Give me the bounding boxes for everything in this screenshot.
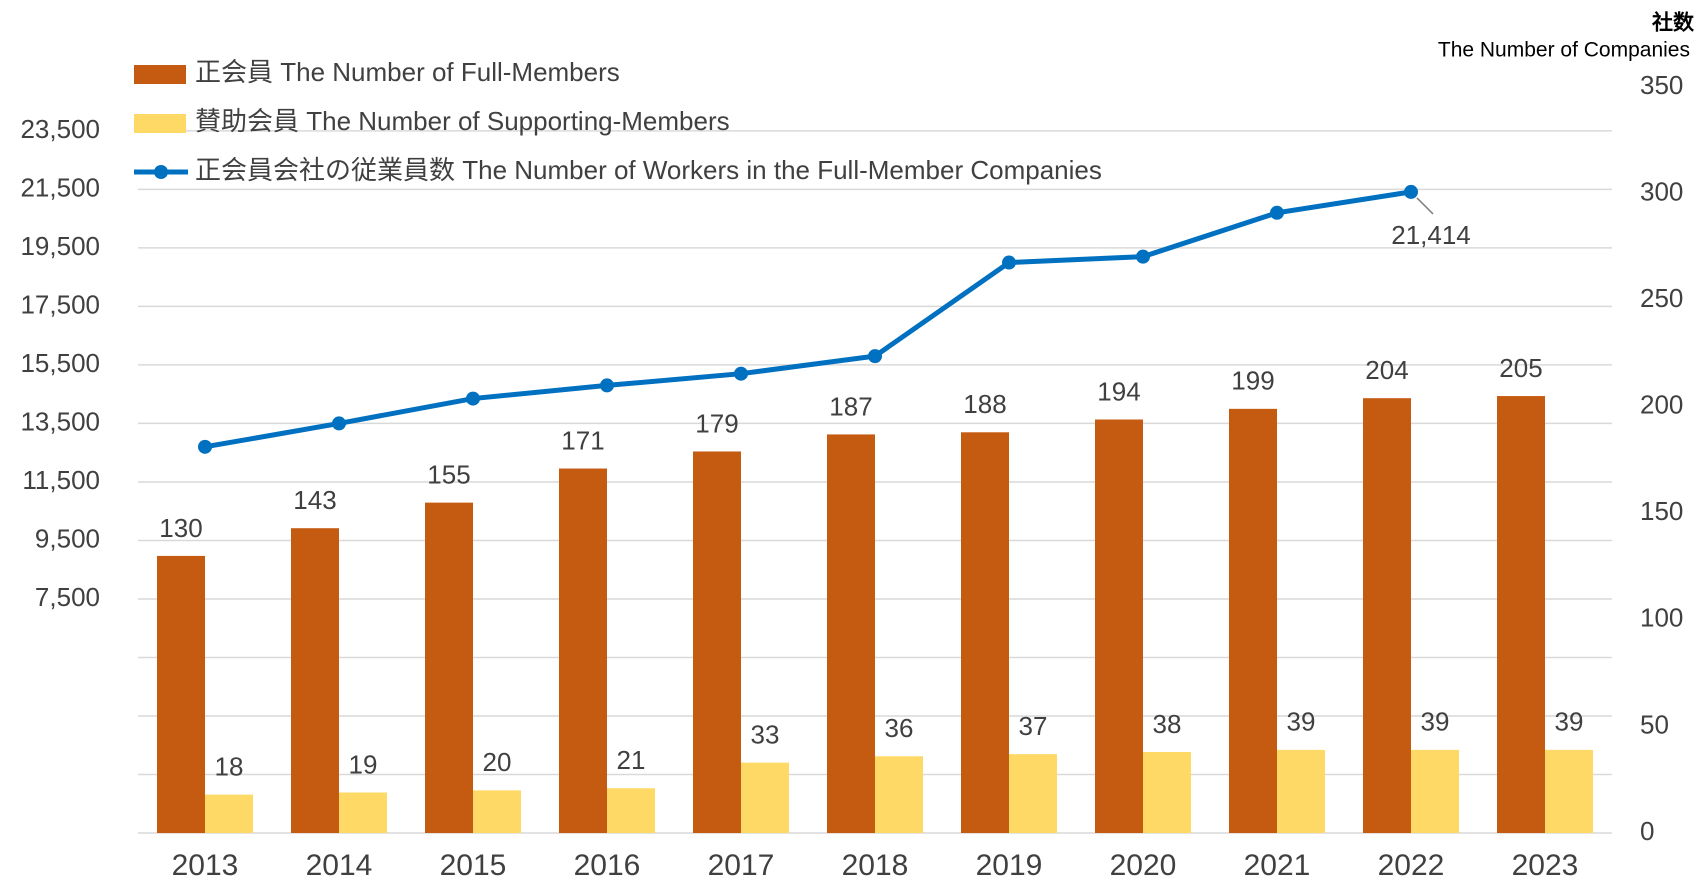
y2-tick-label: 250 (1640, 283, 1683, 313)
data-label: 36 (885, 713, 914, 743)
data-label: 20 (483, 747, 512, 777)
line-point (198, 439, 212, 454)
legend-label: 賛助会員 The Number of Supporting-Members (195, 106, 730, 136)
y2-tick-label: 0 (1640, 816, 1654, 846)
bar (1411, 749, 1459, 833)
data-label: 38 (1153, 709, 1182, 739)
data-label: 194 (1097, 376, 1140, 406)
y2-tick-label: 200 (1640, 390, 1683, 420)
y2-axis-subtitle: The Number of Companies (1438, 39, 1690, 62)
data-label: 199 (1231, 366, 1274, 396)
data-label: 21 (617, 745, 646, 775)
bar (291, 528, 339, 833)
data-label: 39 (1421, 707, 1450, 737)
line (204, 189, 1412, 450)
bar (693, 451, 741, 833)
data-label: 187 (829, 391, 872, 421)
bar (1363, 398, 1411, 833)
data-label: 37 (1019, 711, 1048, 741)
line-point (1002, 255, 1016, 270)
line-point (734, 366, 748, 381)
line-point (868, 349, 882, 364)
line-point (1136, 249, 1150, 264)
bar (741, 762, 789, 833)
data-label: 39 (1555, 707, 1584, 737)
bar (157, 555, 205, 833)
y2-axis-title: 社数 (1651, 11, 1695, 35)
bar (607, 788, 655, 833)
bar (1277, 749, 1325, 833)
line-point (600, 378, 614, 393)
bar (1143, 752, 1191, 833)
data-label: 205 (1499, 353, 1542, 383)
bar (473, 790, 521, 833)
y2-tick-label: 100 (1640, 603, 1683, 633)
data-label: 130 (159, 513, 202, 543)
y-tick-label: 17,500 (20, 289, 100, 319)
legend-marker (154, 165, 168, 179)
data-label: 188 (963, 389, 1006, 419)
x-tick-label: 2018 (842, 849, 909, 882)
bar (339, 792, 387, 833)
bar (559, 468, 607, 833)
y2-tick-label: 150 (1640, 496, 1683, 526)
data-label: 33 (751, 720, 780, 750)
bar (205, 794, 253, 833)
bar (1009, 754, 1057, 833)
data-label: 155 (427, 460, 470, 490)
y-tick-label: 15,500 (20, 348, 100, 378)
x-tick-label: 2014 (306, 849, 373, 882)
y2-tick-label: 350 (1640, 70, 1683, 100)
y-tick-label: 11,500 (22, 465, 100, 495)
data-label: 18 (215, 752, 244, 782)
bar (827, 434, 875, 833)
bar (1095, 419, 1143, 833)
y-tick-label: 13,500 (20, 406, 100, 436)
data-label: 19 (349, 749, 378, 779)
legend-label: 正会員会社の従業員数 The Number of Workers in the … (195, 155, 1102, 185)
x-tick-label: 2019 (976, 849, 1043, 882)
x-tick-label: 2020 (1110, 849, 1177, 882)
y-tick-label: 9,500 (35, 523, 100, 553)
y2-tick-label: 50 (1640, 709, 1669, 739)
y-tick-label: 7,500 (35, 582, 100, 612)
bar (425, 502, 473, 833)
bar (961, 432, 1009, 833)
data-label: 204 (1365, 355, 1408, 385)
data-label: 21,414 (1391, 220, 1471, 250)
data-label: 143 (293, 485, 336, 515)
leader-line (1416, 197, 1434, 215)
line-point (1404, 184, 1418, 199)
y-tick-label: 19,500 (20, 231, 100, 261)
x-tick-label: 2015 (440, 849, 507, 882)
legend-swatch (134, 65, 186, 84)
data-label: 171 (561, 425, 604, 455)
bar (875, 756, 923, 833)
x-tick-label: 2017 (708, 849, 775, 882)
bar (1497, 396, 1545, 833)
legend-label: 正会員 The Number of Full-Members (195, 57, 620, 87)
data-label: 39 (1287, 707, 1316, 737)
bar (1229, 408, 1277, 833)
x-tick-label: 2022 (1378, 849, 1445, 882)
y2-tick-label: 300 (1640, 176, 1683, 206)
data-label: 179 (695, 408, 738, 438)
y-tick-label: 21,500 (20, 172, 100, 202)
bar (1545, 749, 1593, 833)
legend-swatch (134, 114, 186, 133)
x-tick-label: 2016 (574, 849, 641, 882)
line-point (466, 391, 480, 406)
x-tick-label: 2023 (1512, 849, 1579, 882)
line-point (332, 416, 346, 431)
x-tick-label: 2013 (172, 849, 239, 882)
line-point (1270, 205, 1284, 220)
y-tick-label: 23,500 (20, 114, 100, 144)
x-tick-label: 2021 (1244, 849, 1311, 882)
